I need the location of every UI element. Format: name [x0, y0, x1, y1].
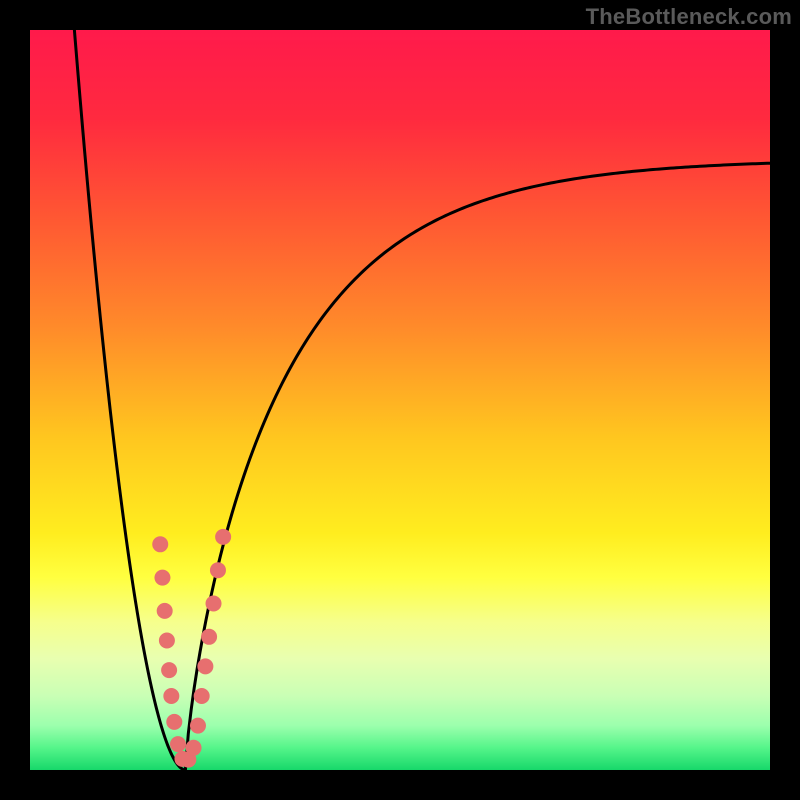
chart-root: TheBottleneck.com: [0, 0, 800, 800]
data-marker: [154, 570, 170, 586]
data-marker: [206, 596, 222, 612]
data-marker: [152, 536, 168, 552]
data-marker: [166, 714, 182, 730]
data-marker: [197, 658, 213, 674]
data-marker: [159, 633, 175, 649]
data-marker: [163, 688, 179, 704]
watermark-text: TheBottleneck.com: [586, 4, 792, 30]
data-marker: [157, 603, 173, 619]
data-marker: [186, 740, 202, 756]
data-marker: [210, 562, 226, 578]
data-marker: [170, 736, 186, 752]
chart-plot-area: [30, 30, 770, 770]
data-marker: [194, 688, 210, 704]
data-marker: [201, 629, 217, 645]
bottleneck-chart: [0, 0, 800, 800]
data-marker: [215, 529, 231, 545]
data-marker: [190, 718, 206, 734]
data-marker: [161, 662, 177, 678]
